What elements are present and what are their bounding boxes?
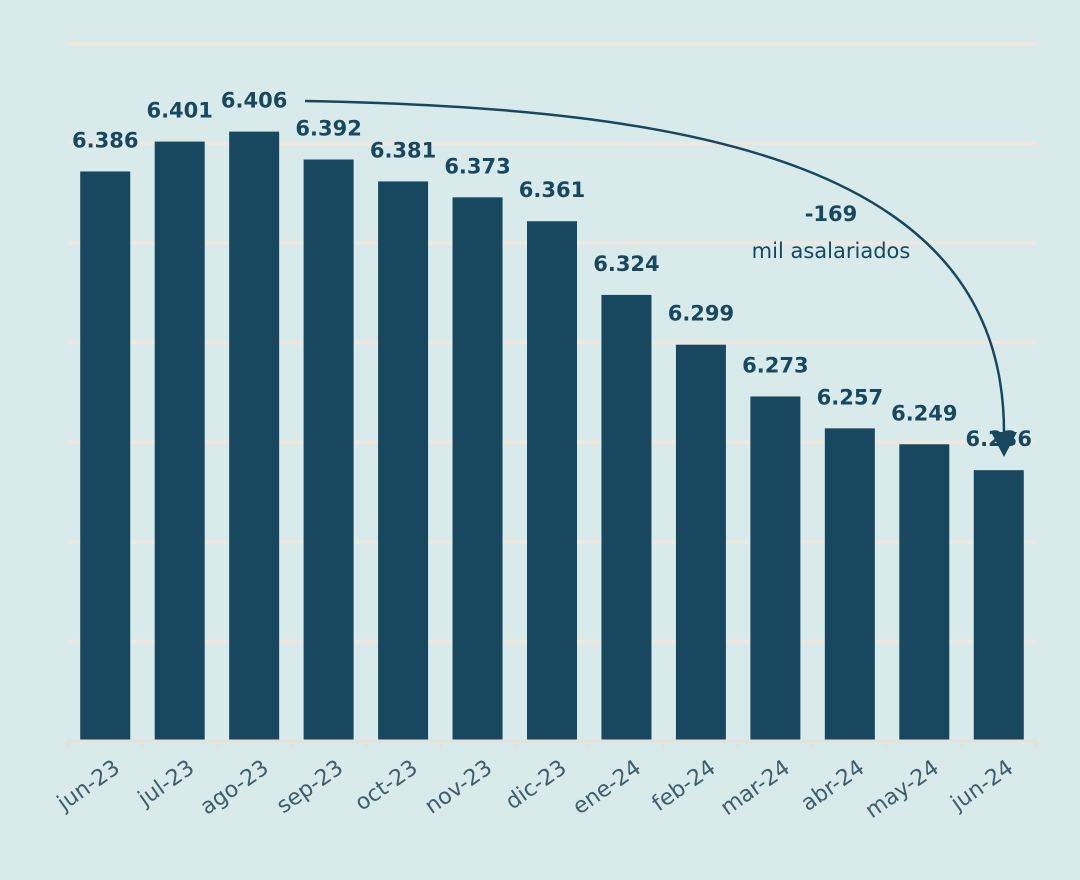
- bars: [80, 131, 1024, 742]
- category-label-mar-24: mar-24: [716, 755, 795, 820]
- value-label-abr-24: 6.257: [817, 385, 883, 409]
- category-label-ene-24: ene-24: [569, 755, 646, 820]
- decline-value: -169: [805, 202, 858, 226]
- value-label-feb-24: 6.299: [668, 302, 734, 326]
- category-label-feb-24: feb-24: [648, 755, 721, 816]
- value-label-oct-23: 6.381: [370, 138, 436, 162]
- bar-feb-24: [675, 344, 726, 741]
- category-label-jun-24: jun-24: [946, 755, 1018, 816]
- category-label-ago-23: ago-23: [196, 755, 274, 820]
- decline-text: mil asalariados: [752, 239, 911, 263]
- bar-sep-23: [303, 159, 354, 741]
- value-label-jul-23: 6.401: [146, 99, 212, 123]
- bar-nov-23: [452, 197, 503, 742]
- category-label-jun-23: jun-23: [52, 755, 124, 816]
- bar-jun-23: [80, 171, 131, 742]
- category-label-dic-23: dic-23: [501, 755, 571, 815]
- value-label-nov-23: 6.373: [444, 154, 510, 178]
- value-label-mar-24: 6.273: [742, 353, 808, 377]
- category-label-abr-24: abr-24: [797, 755, 870, 816]
- bar-mar-24: [750, 396, 801, 741]
- value-label-sep-23: 6.392: [295, 117, 361, 141]
- value-label-jun-23: 6.386: [72, 128, 138, 152]
- value-label-may-24: 6.249: [891, 401, 957, 425]
- bar-abr-24: [824, 428, 875, 741]
- value-label-ago-23: 6.406: [221, 89, 287, 113]
- value-labels: 6.386 6.401 6.406 6.392 6.381 6.373 6.361 6.324…: [72, 89, 1032, 452]
- x-axis: [67, 739, 1037, 748]
- decline-annotation: -169 mil asalariados: [304, 99, 1017, 457]
- bar-dic-23: [527, 221, 577, 742]
- bar-may-24: [899, 444, 950, 741]
- decline-arrow-line: [304, 99, 1006, 433]
- category-label-oct-23: oct-23: [351, 755, 423, 816]
- bar-jul-23: [154, 141, 205, 741]
- bar-ene-24: [601, 294, 652, 741]
- value-label-ene-24: 6.324: [593, 252, 659, 276]
- bar-jun-24: [973, 470, 1024, 741]
- category-label-sep-23: sep-23: [272, 755, 348, 818]
- value-label-dic-23: 6.361: [519, 178, 585, 202]
- bar-ago-23: [229, 131, 280, 741]
- category-label-jul-23: jul-23: [133, 755, 199, 812]
- category-label-nov-23: nov-23: [421, 755, 497, 819]
- decline-arrowhead: [991, 432, 1017, 457]
- category-label-may-24: may-24: [861, 755, 944, 823]
- bar-oct-23: [378, 181, 429, 741]
